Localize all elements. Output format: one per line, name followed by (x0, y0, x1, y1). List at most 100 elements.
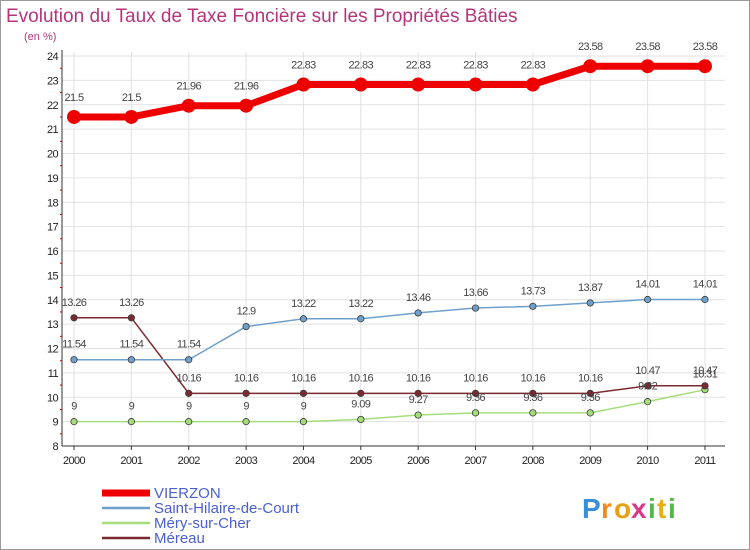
data-point (529, 302, 537, 310)
data-point (242, 322, 250, 331)
x-tick-label: 2005 (350, 455, 373, 467)
y-tick-label: 14 (47, 295, 59, 307)
legend-label: Saint-Hilaire-de-Court (154, 500, 300, 517)
y-tick-label: 8 (52, 441, 58, 453)
data-point (299, 418, 308, 426)
data-point (586, 389, 594, 397)
data-point (697, 59, 712, 74)
data-point (586, 409, 594, 417)
data-label: 13.73 (521, 285, 546, 297)
data-label: 11.54 (177, 339, 201, 351)
data-point (357, 389, 365, 397)
data-label: 9.82 (638, 381, 657, 393)
data-label: 9 (243, 401, 249, 413)
data-label: 23.58 (578, 41, 603, 53)
y-tick-label: 22 (47, 100, 59, 112)
data-point (70, 314, 78, 322)
data-label: 10.16 (521, 372, 546, 384)
logo-letter: i (648, 493, 656, 524)
x-tick-label: 2006 (407, 455, 430, 467)
data-label: 9.36 (466, 392, 485, 404)
y-tick-label: 21 (47, 124, 59, 136)
x-tick-label: 2002 (178, 455, 201, 467)
data-point (124, 109, 139, 124)
logo-letter: t (657, 493, 666, 524)
data-label: 10.16 (234, 372, 259, 384)
data-point (127, 418, 135, 426)
data-label: 10.16 (578, 372, 603, 384)
axes: 8 9 10 11 12 13 14 15 16 17 18 19 20 21 22 23 24 2000 2001… (47, 50, 725, 467)
y-tick-label: 16 (47, 246, 59, 258)
x-tick-label: 2004 (292, 455, 315, 467)
x-tick-label: 2003 (235, 455, 258, 467)
x-tick-label: 2000 (63, 455, 86, 467)
y-tick-label: 19 (47, 173, 59, 185)
data-label: 10.16 (349, 372, 374, 384)
logo-letter: r (601, 493, 612, 524)
data-point (70, 418, 78, 426)
data-point (185, 418, 193, 426)
data-point (471, 304, 480, 312)
data-label: 9.36 (523, 392, 542, 404)
data-point (353, 77, 368, 92)
data-point (127, 314, 135, 322)
chart-subtitle: (en %) (24, 31, 56, 43)
data-label: 10.31 (693, 369, 718, 381)
data-label: 11.54 (120, 339, 144, 351)
data-point (299, 389, 308, 397)
data-point (468, 77, 483, 92)
data-point (357, 315, 365, 323)
y-tick-label: 18 (47, 197, 59, 209)
data-label: 13.87 (578, 282, 603, 294)
data-label: 22.83 (406, 60, 431, 72)
data-point (67, 109, 81, 124)
data-labels: 9 9 9 9 9 9.09 9.27 9.36 9.36 9.36 9.82 10.31 13.26 1… (62, 41, 719, 413)
data-label: 9 (129, 401, 135, 413)
x-tick-label: 2010 (637, 455, 660, 467)
logo-letter: o (614, 493, 631, 524)
data-label: 21.96 (234, 81, 259, 93)
data-point (414, 309, 422, 317)
x-tick-label: 2007 (464, 455, 487, 467)
data-label: 13.66 (463, 287, 488, 299)
data-label: 10.16 (406, 372, 431, 384)
data-point (471, 409, 480, 417)
data-label: 10.47 (693, 365, 718, 377)
data-point (181, 98, 196, 113)
data-label: 23.58 (635, 41, 660, 53)
data-point (643, 398, 652, 406)
data-point (471, 389, 480, 397)
data-point (643, 295, 652, 304)
data-label: 11.54 (62, 339, 86, 351)
y-tick-label: 12 (47, 344, 59, 356)
data-point (529, 409, 537, 417)
data-label: 10.47 (635, 365, 660, 377)
data-label: 9.27 (409, 394, 428, 406)
legend-label: Méry-sur-Cher (154, 515, 251, 532)
x-tick-label: 2009 (579, 455, 602, 467)
data-point (643, 382, 652, 390)
data-point (242, 418, 250, 426)
data-label: 10.16 (176, 372, 201, 384)
data-label: 22.83 (463, 60, 488, 72)
x-tick-label: 2011 (694, 455, 716, 467)
data-label: 13.46 (406, 292, 431, 304)
data-label: 10.16 (463, 372, 488, 384)
legend-label: VIERZON (154, 485, 221, 502)
data-label: 10.16 (291, 372, 316, 384)
data-point (701, 295, 709, 304)
series-line-0 (70, 62, 709, 121)
data-label: 23.58 (693, 41, 718, 53)
data-point (583, 59, 598, 74)
data-point (411, 77, 426, 92)
series-line-3 (73, 317, 706, 395)
logo-letter: i (668, 493, 676, 524)
data-point (357, 415, 365, 424)
data-label: 9 (186, 401, 192, 413)
series-line-2 (73, 388, 706, 423)
data-label: 22.83 (349, 60, 374, 72)
data-label: 22.83 (291, 60, 316, 72)
data-point (70, 356, 78, 364)
